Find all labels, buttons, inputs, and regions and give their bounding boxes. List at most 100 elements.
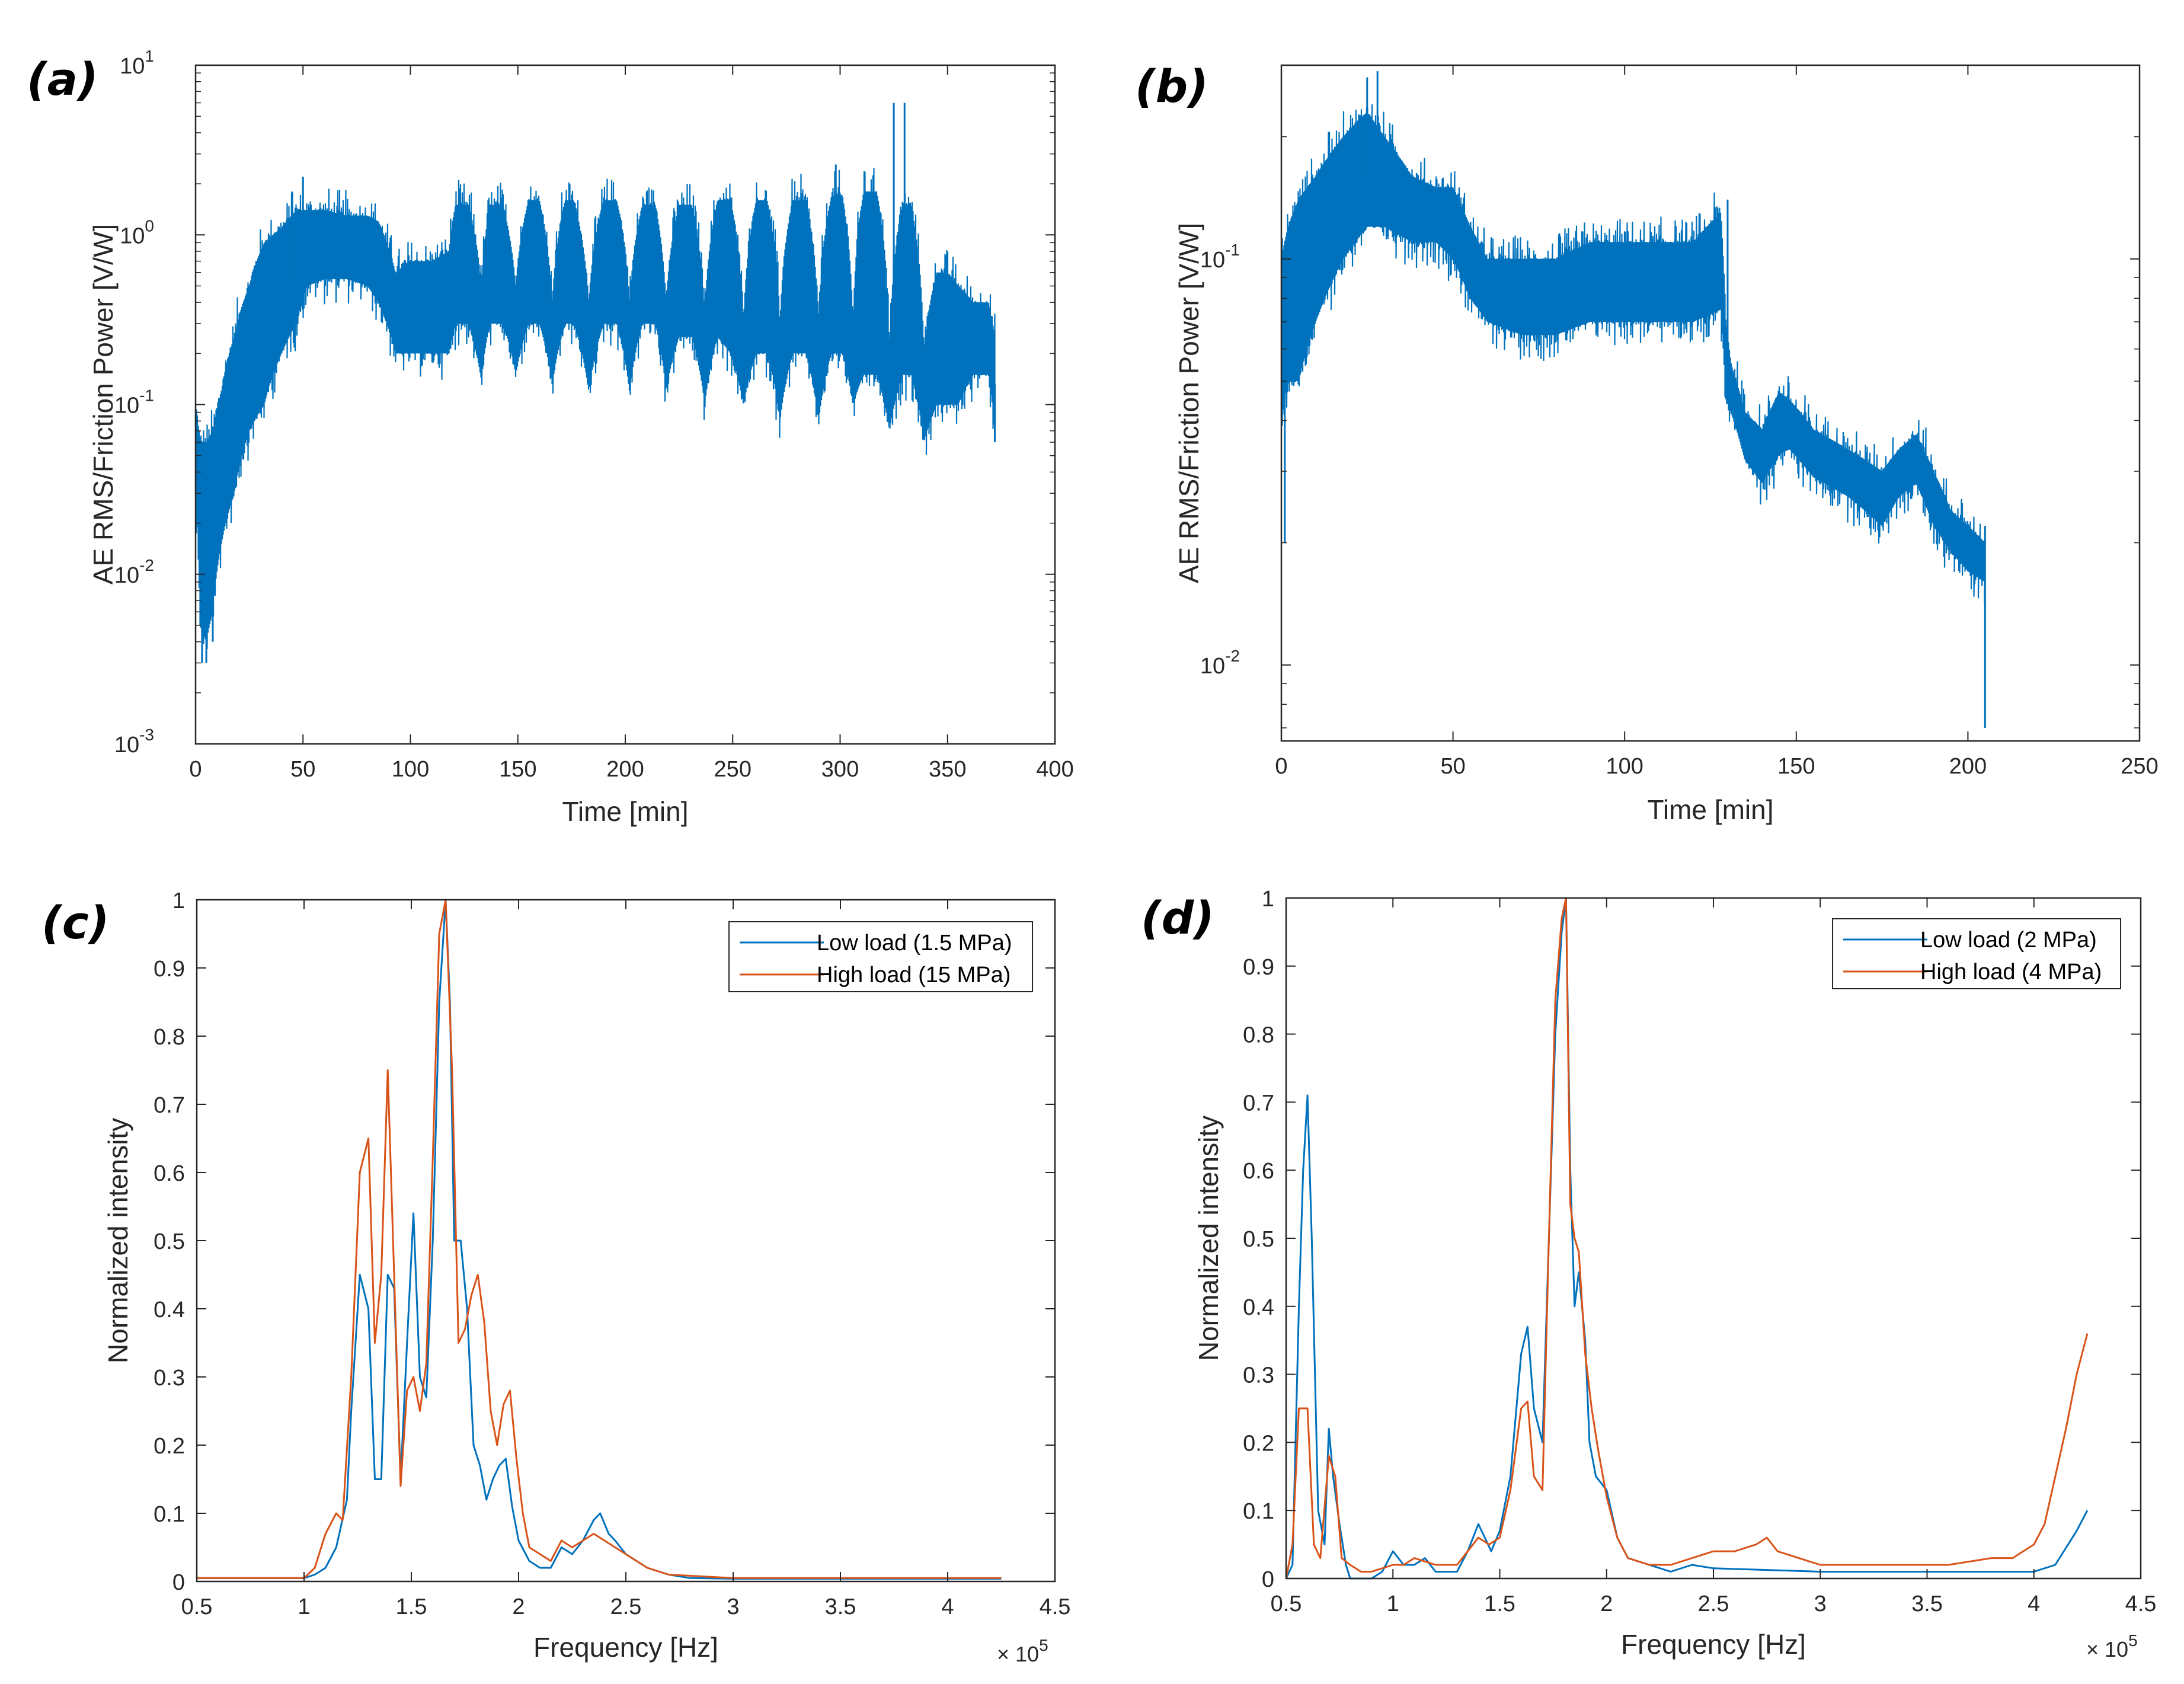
x-tick-label: 50	[290, 757, 315, 782]
y-tick-base: 10	[120, 54, 145, 79]
y-tick-exponent: 0	[145, 216, 154, 235]
y-tick-exponent: -2	[139, 556, 154, 574]
y-tick-label: 0.3	[1243, 1363, 1274, 1388]
y-tick-exponent: -1	[139, 386, 154, 405]
series-line-high-load	[197, 899, 1002, 1579]
x-tick-label: 0.5	[1271, 1592, 1302, 1616]
y-tick-label: 0.6	[1243, 1159, 1274, 1184]
y-tick-base: 10	[1200, 248, 1225, 273]
y-tick-label: 0.2	[154, 1434, 185, 1459]
x-tick-label: 1	[298, 1594, 310, 1619]
y-tick-label: 10-1	[114, 386, 154, 418]
panel-label-a: (a)	[27, 53, 98, 106]
x-tick-label: 250	[714, 757, 752, 782]
x-axis-label: Time [min]	[1648, 794, 1774, 825]
x-multiplier-base: × 10	[997, 1642, 1039, 1666]
y-tick-label: 0.9	[154, 957, 185, 982]
x-tick-label: 50	[1440, 754, 1465, 779]
x-tick-label: 200	[606, 757, 644, 782]
x-tick-label: 4.5	[2125, 1592, 2157, 1616]
y-tick-label: 0.8	[154, 1025, 185, 1050]
y-tick-label: 101	[120, 47, 154, 79]
x-tick-label: 3.5	[1911, 1592, 1943, 1616]
y-tick-label: 10-2	[1200, 647, 1240, 679]
y-tick-label: 0.7	[1243, 1091, 1274, 1116]
y-tick-label: 0.8	[1243, 1023, 1274, 1048]
plot-area	[1285, 897, 2089, 1580]
y-tick-label: 0.7	[154, 1093, 185, 1118]
x-tick-label: 2.5	[610, 1594, 642, 1619]
data-band-trace	[1280, 104, 1985, 605]
y-tick-label: 0.5	[1243, 1227, 1274, 1252]
x-multiplier-base: × 10	[2086, 1637, 2128, 1661]
y-tick-base: 10	[114, 394, 139, 418]
x-tick-label: 400	[1036, 757, 1073, 782]
legend-label: Low load (2 MPa)	[1920, 928, 2097, 953]
x-tick-label: 150	[499, 757, 536, 782]
x-tick-label: 250	[2121, 754, 2158, 779]
legend-box	[1832, 918, 2121, 989]
y-tick-label: 1	[172, 889, 185, 913]
y-tick-exponent: -1	[1225, 241, 1240, 259]
x-tick-label: 3.5	[825, 1594, 856, 1619]
x-multiplier-exponent: 5	[2128, 1631, 2138, 1650]
x-tick-label: 100	[1606, 754, 1643, 779]
y-tick-label: 100	[120, 216, 154, 248]
y-tick-base: 10	[114, 733, 139, 758]
x-axis-multiplier: × 105	[2086, 1631, 2138, 1661]
y-tick-label: 0.4	[154, 1298, 185, 1322]
y-tick-label: 0	[1262, 1567, 1274, 1592]
y-tick-label: 0.1	[154, 1502, 185, 1527]
y-tick-base: 10	[114, 563, 139, 588]
x-axis-label: Frequency [Hz]	[1621, 1629, 1806, 1660]
x-tick-label: 4	[941, 1594, 954, 1619]
axes: 0.5 1 1.5 2 2.5 3 3.5 4 4.5 0 0.1 0.2 0.3 0.4 0.5 0.6 0.…	[103, 889, 1070, 1666]
y-tick-label: 0.3	[154, 1366, 185, 1391]
y-tick-label: 0.1	[1243, 1499, 1274, 1524]
data-band-trace	[194, 168, 996, 649]
y-tick-label: 0.4	[1243, 1295, 1274, 1320]
x-axis-label: Frequency [Hz]	[533, 1632, 718, 1663]
x-tick-label: 350	[929, 757, 966, 782]
x-tick-label: 100	[392, 757, 429, 782]
panel-a: 0 50 100 150 200 250 300 350 40010-310-210-11001…	[88, 47, 1074, 827]
x-tick-label: 1	[1387, 1592, 1399, 1616]
y-tick-base: 10	[120, 223, 145, 248]
y-tick-label: 0.6	[154, 1161, 185, 1186]
x-tick-label: 4	[2028, 1592, 2040, 1616]
y-axis-label: Normalized intensity	[103, 1118, 133, 1363]
panel-label-b: (b)	[1135, 60, 1208, 113]
panel-label-c: (c)	[41, 896, 110, 949]
y-tick-label: 0	[172, 1570, 185, 1595]
x-multiplier-exponent: 5	[1039, 1636, 1048, 1654]
x-tick-label: 1.5	[1484, 1592, 1515, 1616]
x-tick-label: 0.5	[181, 1594, 213, 1619]
y-tick-label: 1	[1262, 887, 1274, 912]
y-tick-label: 10-3	[114, 726, 154, 758]
plot-area	[1280, 71, 1986, 728]
axes: 0.5 1 1.5 2 2.5 3 3.5 4 4.5 0 0.1 0.2 0.3 0.4 0.5 0.6 0.…	[1193, 887, 2156, 1661]
panel-d: 0.5 1 1.5 2 2.5 3 3.5 4 4.5 0 0.1 0.2 0.3 0.4 0.5 0.6 0.…	[1193, 887, 2156, 1661]
plot-area	[197, 899, 1002, 1580]
series-line-high-load	[1285, 897, 2089, 1579]
panel-label-d: (d)	[1141, 891, 1214, 944]
series-line-low-load	[197, 899, 1002, 1580]
x-tick-label: 1.5	[396, 1594, 427, 1619]
x-axis-multiplier: × 105	[997, 1636, 1048, 1666]
x-tick-label: 300	[821, 757, 859, 782]
y-axis-label: Normalized intensity	[1193, 1116, 1224, 1361]
plot-area	[194, 103, 996, 663]
x-tick-label: 150	[1777, 754, 1815, 779]
x-tick-label: 2.5	[1698, 1592, 1729, 1616]
x-tick-label: 200	[1949, 754, 1987, 779]
x-axis-label: Time [min]	[562, 796, 689, 827]
x-tick-label: 0	[1275, 754, 1287, 779]
legend-label: High load (15 MPa)	[817, 963, 1011, 988]
y-tick-exponent: -3	[139, 726, 154, 744]
x-tick-label: 3	[727, 1594, 739, 1619]
x-tick-label: 2	[1600, 1592, 1613, 1616]
y-tick-label: 10-1	[1200, 241, 1240, 273]
